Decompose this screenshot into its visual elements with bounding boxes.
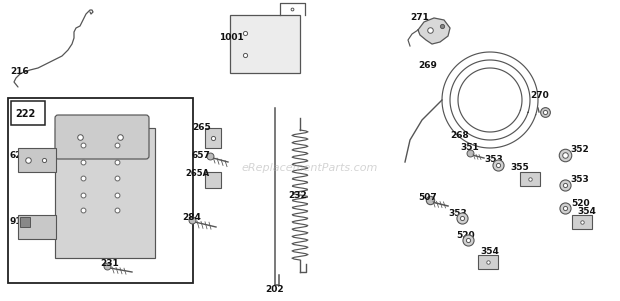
Text: 284: 284 (182, 213, 201, 222)
Bar (18, 215, 56, 239)
Text: 354: 354 (577, 207, 596, 216)
Text: 270: 270 (530, 91, 549, 100)
Bar (20, 217, 30, 227)
Text: 265A: 265A (185, 169, 209, 178)
Bar (572, 215, 592, 229)
Text: 268: 268 (450, 131, 469, 139)
Text: 216: 216 (10, 67, 29, 76)
Text: 353: 353 (484, 156, 503, 165)
Text: eReplacementParts.com: eReplacementParts.com (242, 163, 378, 173)
Bar (8, 98, 193, 283)
Text: 520: 520 (571, 198, 590, 207)
Text: 231: 231 (100, 259, 119, 268)
Text: 916: 916 (10, 218, 29, 226)
Bar (55, 128, 155, 258)
Text: 351: 351 (460, 144, 479, 153)
Text: 621: 621 (10, 150, 29, 160)
Text: 271: 271 (410, 14, 429, 23)
Text: 355: 355 (510, 163, 529, 172)
Text: 353: 353 (570, 175, 589, 185)
Bar (478, 255, 498, 269)
Bar (205, 128, 221, 148)
Text: 222: 222 (15, 109, 35, 119)
Text: 202: 202 (265, 284, 283, 293)
FancyBboxPatch shape (11, 101, 45, 125)
Text: 232: 232 (288, 191, 307, 200)
Text: 265: 265 (192, 123, 211, 132)
Text: 353: 353 (448, 209, 467, 219)
Text: 520: 520 (456, 231, 475, 240)
Text: 507: 507 (418, 194, 436, 203)
Text: 1001: 1001 (219, 33, 244, 42)
Bar (230, 15, 300, 73)
Text: 354: 354 (480, 247, 499, 256)
Polygon shape (418, 18, 450, 44)
Text: 657: 657 (192, 150, 211, 160)
Text: 269: 269 (418, 61, 437, 70)
Bar (18, 148, 56, 172)
Bar (205, 172, 221, 188)
FancyBboxPatch shape (55, 115, 149, 159)
Bar (520, 172, 540, 186)
Text: 352: 352 (570, 145, 589, 154)
